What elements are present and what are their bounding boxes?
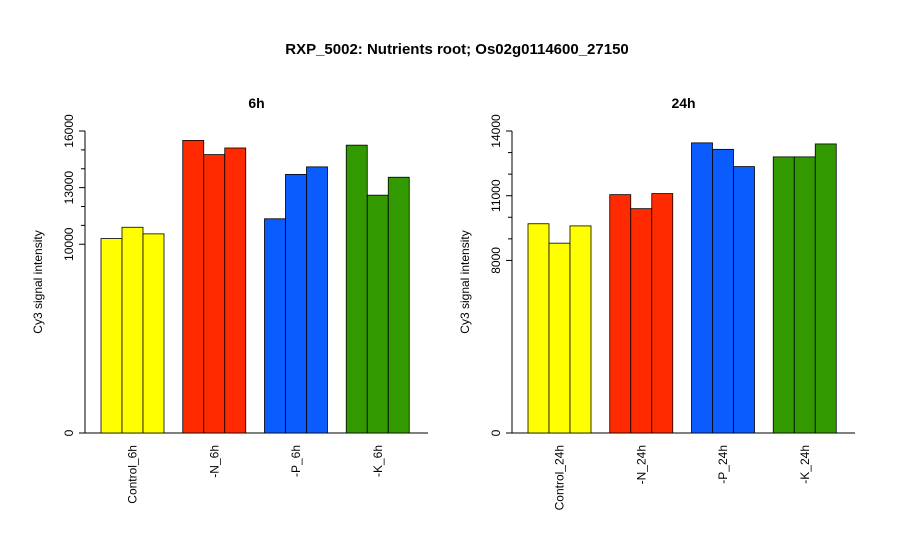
y-axis-label: Cy3 signal intensity — [458, 230, 472, 333]
panels: 6h Cy3 signal intensity 0 10000 13000 16000 Co… — [31, 95, 855, 510]
y-tick-label: 11000 — [489, 179, 503, 212]
x-category-label: -P_6h — [289, 445, 303, 477]
x-category-label: Control_24h — [553, 445, 567, 510]
bar--K_6h-1 — [345, 144, 368, 434]
bar--P_24h-2 — [712, 148, 734, 434]
y-tick-label: 0 — [489, 429, 503, 436]
x-category-label: -P_24h — [716, 445, 730, 484]
bar--P_6h-2 — [285, 174, 307, 434]
bar--K_24h-2 — [793, 156, 816, 434]
bar--N_6h-3 — [224, 147, 247, 434]
bar--N_24h-1 — [609, 194, 632, 434]
panel-title: 6h — [248, 95, 264, 111]
y-axis-label: Cy3 signal intensity — [31, 230, 45, 333]
x-category-label: -K_24h — [798, 445, 812, 484]
panel-6h: 6h Cy3 signal intensity 0 10000 13000 16000 Co… — [31, 95, 428, 504]
bar--N_6h-1 — [182, 140, 205, 434]
x-category-label: Control_6h — [126, 445, 140, 504]
bar--P_24h-1 — [691, 142, 713, 434]
bar--K_6h-2 — [366, 194, 389, 434]
bar--N_6h-2 — [203, 154, 226, 434]
bar--P_6h-3 — [306, 166, 328, 434]
panel-24h: 24h Cy3 signal intensity 0 8000 11000 14000 Co… — [458, 95, 855, 510]
x-category-label: -K_6h — [371, 445, 385, 477]
bar--P_24h-3 — [733, 166, 755, 434]
bar-Control_24h-3 — [569, 225, 592, 434]
bar--K_24h-1 — [772, 156, 795, 434]
bar-Control_24h-1 — [527, 223, 550, 434]
bar--P_6h-1 — [264, 218, 286, 434]
chart-main-title: RXP_5002: Nutrients root; Os02g0114600_2… — [285, 41, 629, 58]
y-tick-label: 14000 — [489, 114, 503, 148]
y-tick-label: 13000 — [62, 171, 76, 205]
bar--K_24h-3 — [814, 143, 837, 434]
bar--K_6h-3 — [387, 176, 410, 434]
y-tick-label: 10000 — [62, 227, 76, 261]
bar--N_24h-3 — [651, 193, 674, 434]
bar--N_24h-2 — [630, 208, 653, 434]
bar-Control_6h-2 — [121, 226, 144, 434]
y-tick-label: 16000 — [62, 114, 76, 148]
x-category-label: -N_24h — [634, 445, 648, 484]
y-tick-label: 0 — [62, 429, 76, 436]
y-tick-label: 8000 — [489, 247, 503, 274]
bar-Control_6h-3 — [142, 233, 165, 434]
x-category-label: -N_6h — [207, 445, 221, 478]
panel-title: 24h — [671, 95, 695, 111]
bar-Control_6h-1 — [100, 238, 123, 434]
bar-Control_24h-2 — [548, 242, 571, 434]
